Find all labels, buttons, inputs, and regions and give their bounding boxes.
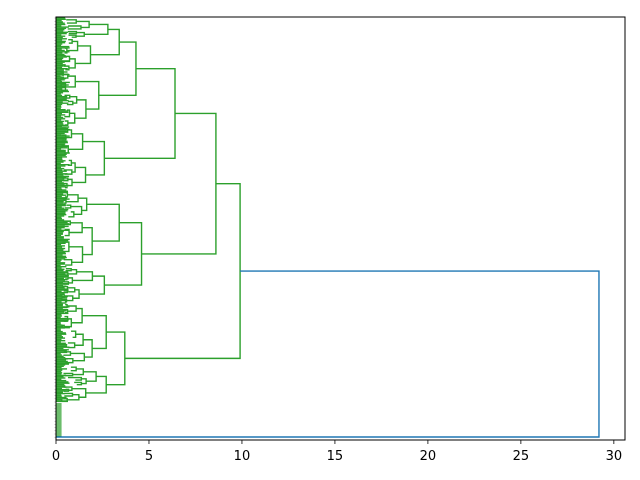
dendrogram-link-253 — [86, 203, 120, 242]
dendrogram-link-52 — [63, 55, 71, 63]
dendrogram-link-51 — [66, 40, 79, 52]
dendrogram-link-178 — [82, 140, 106, 176]
dendrogram-link-388 — [70, 366, 77, 372]
dendrogram-link-396 — [63, 386, 73, 391]
dendrogram-link-424 — [124, 182, 241, 360]
dendrogram-links — [56, 17, 600, 438]
dendrogram-link-250 — [63, 258, 73, 266]
dendrogram-link-110 — [64, 109, 71, 118]
dendrogram-link-395 — [63, 388, 70, 392]
dendrogram-link-287 — [72, 271, 94, 282]
dendrogram-link-290 — [67, 287, 76, 293]
x-tick-label-0: 0 — [52, 449, 60, 464]
dendrogram-link-246 — [62, 220, 72, 226]
x-tick-label-10: 10 — [234, 449, 251, 464]
dendrogram-link-345 — [62, 308, 69, 314]
dendrogram-link-251 — [68, 246, 84, 264]
dendrogram-link-281 — [65, 267, 72, 272]
plot-frame — [55, 16, 626, 441]
x-axis: 0 5 10 15 20 25 30 — [52, 440, 622, 464]
dendrogram-link-43 — [67, 25, 82, 30]
dendrogram-link-239 — [64, 191, 69, 198]
dendrogram-link-165 — [61, 134, 67, 141]
dendrogram-link-46 — [68, 34, 77, 38]
dendrogram-link-242 — [64, 204, 72, 209]
x-tick-label-5: 5 — [145, 449, 153, 464]
dendrogram-link-399 — [67, 394, 80, 401]
dendrogram-link-249 — [62, 241, 70, 253]
dendrogram-link-100 — [60, 72, 64, 76]
dendrogram-link-56 — [90, 28, 120, 56]
x-tick-label-20: 20 — [420, 449, 437, 464]
plot-area — [56, 17, 625, 440]
dendrogram-link-355 — [64, 357, 74, 364]
dendrogram-link-293 — [64, 295, 74, 302]
dendrogram-link-392 — [74, 381, 83, 386]
dendrogram-link-286 — [67, 277, 74, 284]
dendrogram-link-103 — [58, 80, 62, 87]
dendrogram-link-105 — [61, 82, 67, 92]
dendrogram-link-282 — [61, 272, 69, 276]
dendrogram-link-240 — [62, 199, 67, 204]
x-tick-label-15: 15 — [327, 449, 344, 464]
dendrogram-link-390 — [72, 368, 84, 376]
dendrogram-link-288 — [61, 285, 69, 290]
dendrogram-link-169 — [62, 145, 69, 154]
dendrogram-link-42 — [66, 19, 77, 24]
dendrogram-link-49 — [68, 38, 73, 44]
dendrogram-link-167 — [58, 143, 63, 148]
dendrogram-link-356 — [70, 352, 86, 362]
root-link — [56, 270, 600, 438]
dendrogram-link-394 — [83, 371, 97, 382]
x-tick-label-30: 30 — [606, 449, 623, 464]
dendrogram-link-171 — [67, 159, 73, 167]
dendrogram-link-45 — [67, 30, 78, 35]
dendrogram-link-175 — [61, 182, 68, 189]
dendrogram-link-283 — [67, 268, 78, 275]
x-tick-label-25: 25 — [513, 449, 530, 464]
dendrogram-link-357 — [83, 339, 93, 358]
dendrogram-link-350 — [71, 307, 83, 324]
dendrogram-link-295 — [79, 275, 106, 295]
dendrogram-link-422 — [141, 112, 217, 255]
dendrogram-link-102 — [61, 73, 69, 79]
dendrogram-link-241 — [65, 194, 79, 203]
dendrogram-link-245 — [78, 197, 88, 212]
